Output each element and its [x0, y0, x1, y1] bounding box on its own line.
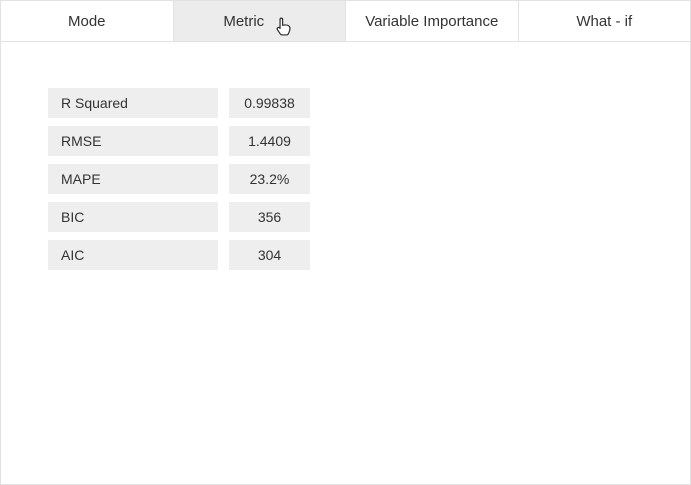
metric-panel: R Squared 0.99838 RMSE 1.4409 MAPE 23.2%… [1, 42, 690, 270]
tab-metric-label: Metric [223, 12, 265, 30]
metric-row-aic: AIC 304 [48, 240, 690, 270]
metric-row-rmse: RMSE 1.4409 [48, 126, 690, 156]
hand-pointer-cursor-icon [273, 16, 295, 38]
metric-row-r-squared: R Squared 0.99838 [48, 88, 690, 118]
metric-label-cell: RMSE [48, 126, 218, 156]
metric-label-cell: BIC [48, 202, 218, 232]
tab-variable-importance[interactable]: Variable Importance [345, 1, 518, 41]
metric-label-cell: AIC [48, 240, 218, 270]
metric-label-cell: R Squared [48, 88, 218, 118]
tab-variable-importance-label: Variable Importance [365, 12, 499, 30]
tab-mode-label: Mode [67, 12, 106, 30]
metric-label-cell: MAPE [48, 164, 218, 194]
metric-value-cell: 356 [229, 202, 310, 232]
metric-value-cell: 0.99838 [229, 88, 310, 118]
tab-metric[interactable]: Metric [172, 1, 345, 41]
tab-bar: Mode Metric Variable Importance What - i… [1, 1, 690, 42]
metric-value-cell: 23.2% [229, 164, 310, 194]
metric-value-cell: 1.4409 [229, 126, 310, 156]
tab-what-if[interactable]: What - if [517, 1, 690, 41]
metric-row-bic: BIC 356 [48, 202, 690, 232]
tab-what-if-label: What - if [576, 12, 633, 30]
metric-value-cell: 304 [229, 240, 310, 270]
tab-mode[interactable]: Mode [1, 1, 173, 41]
metric-row-mape: MAPE 23.2% [48, 164, 690, 194]
